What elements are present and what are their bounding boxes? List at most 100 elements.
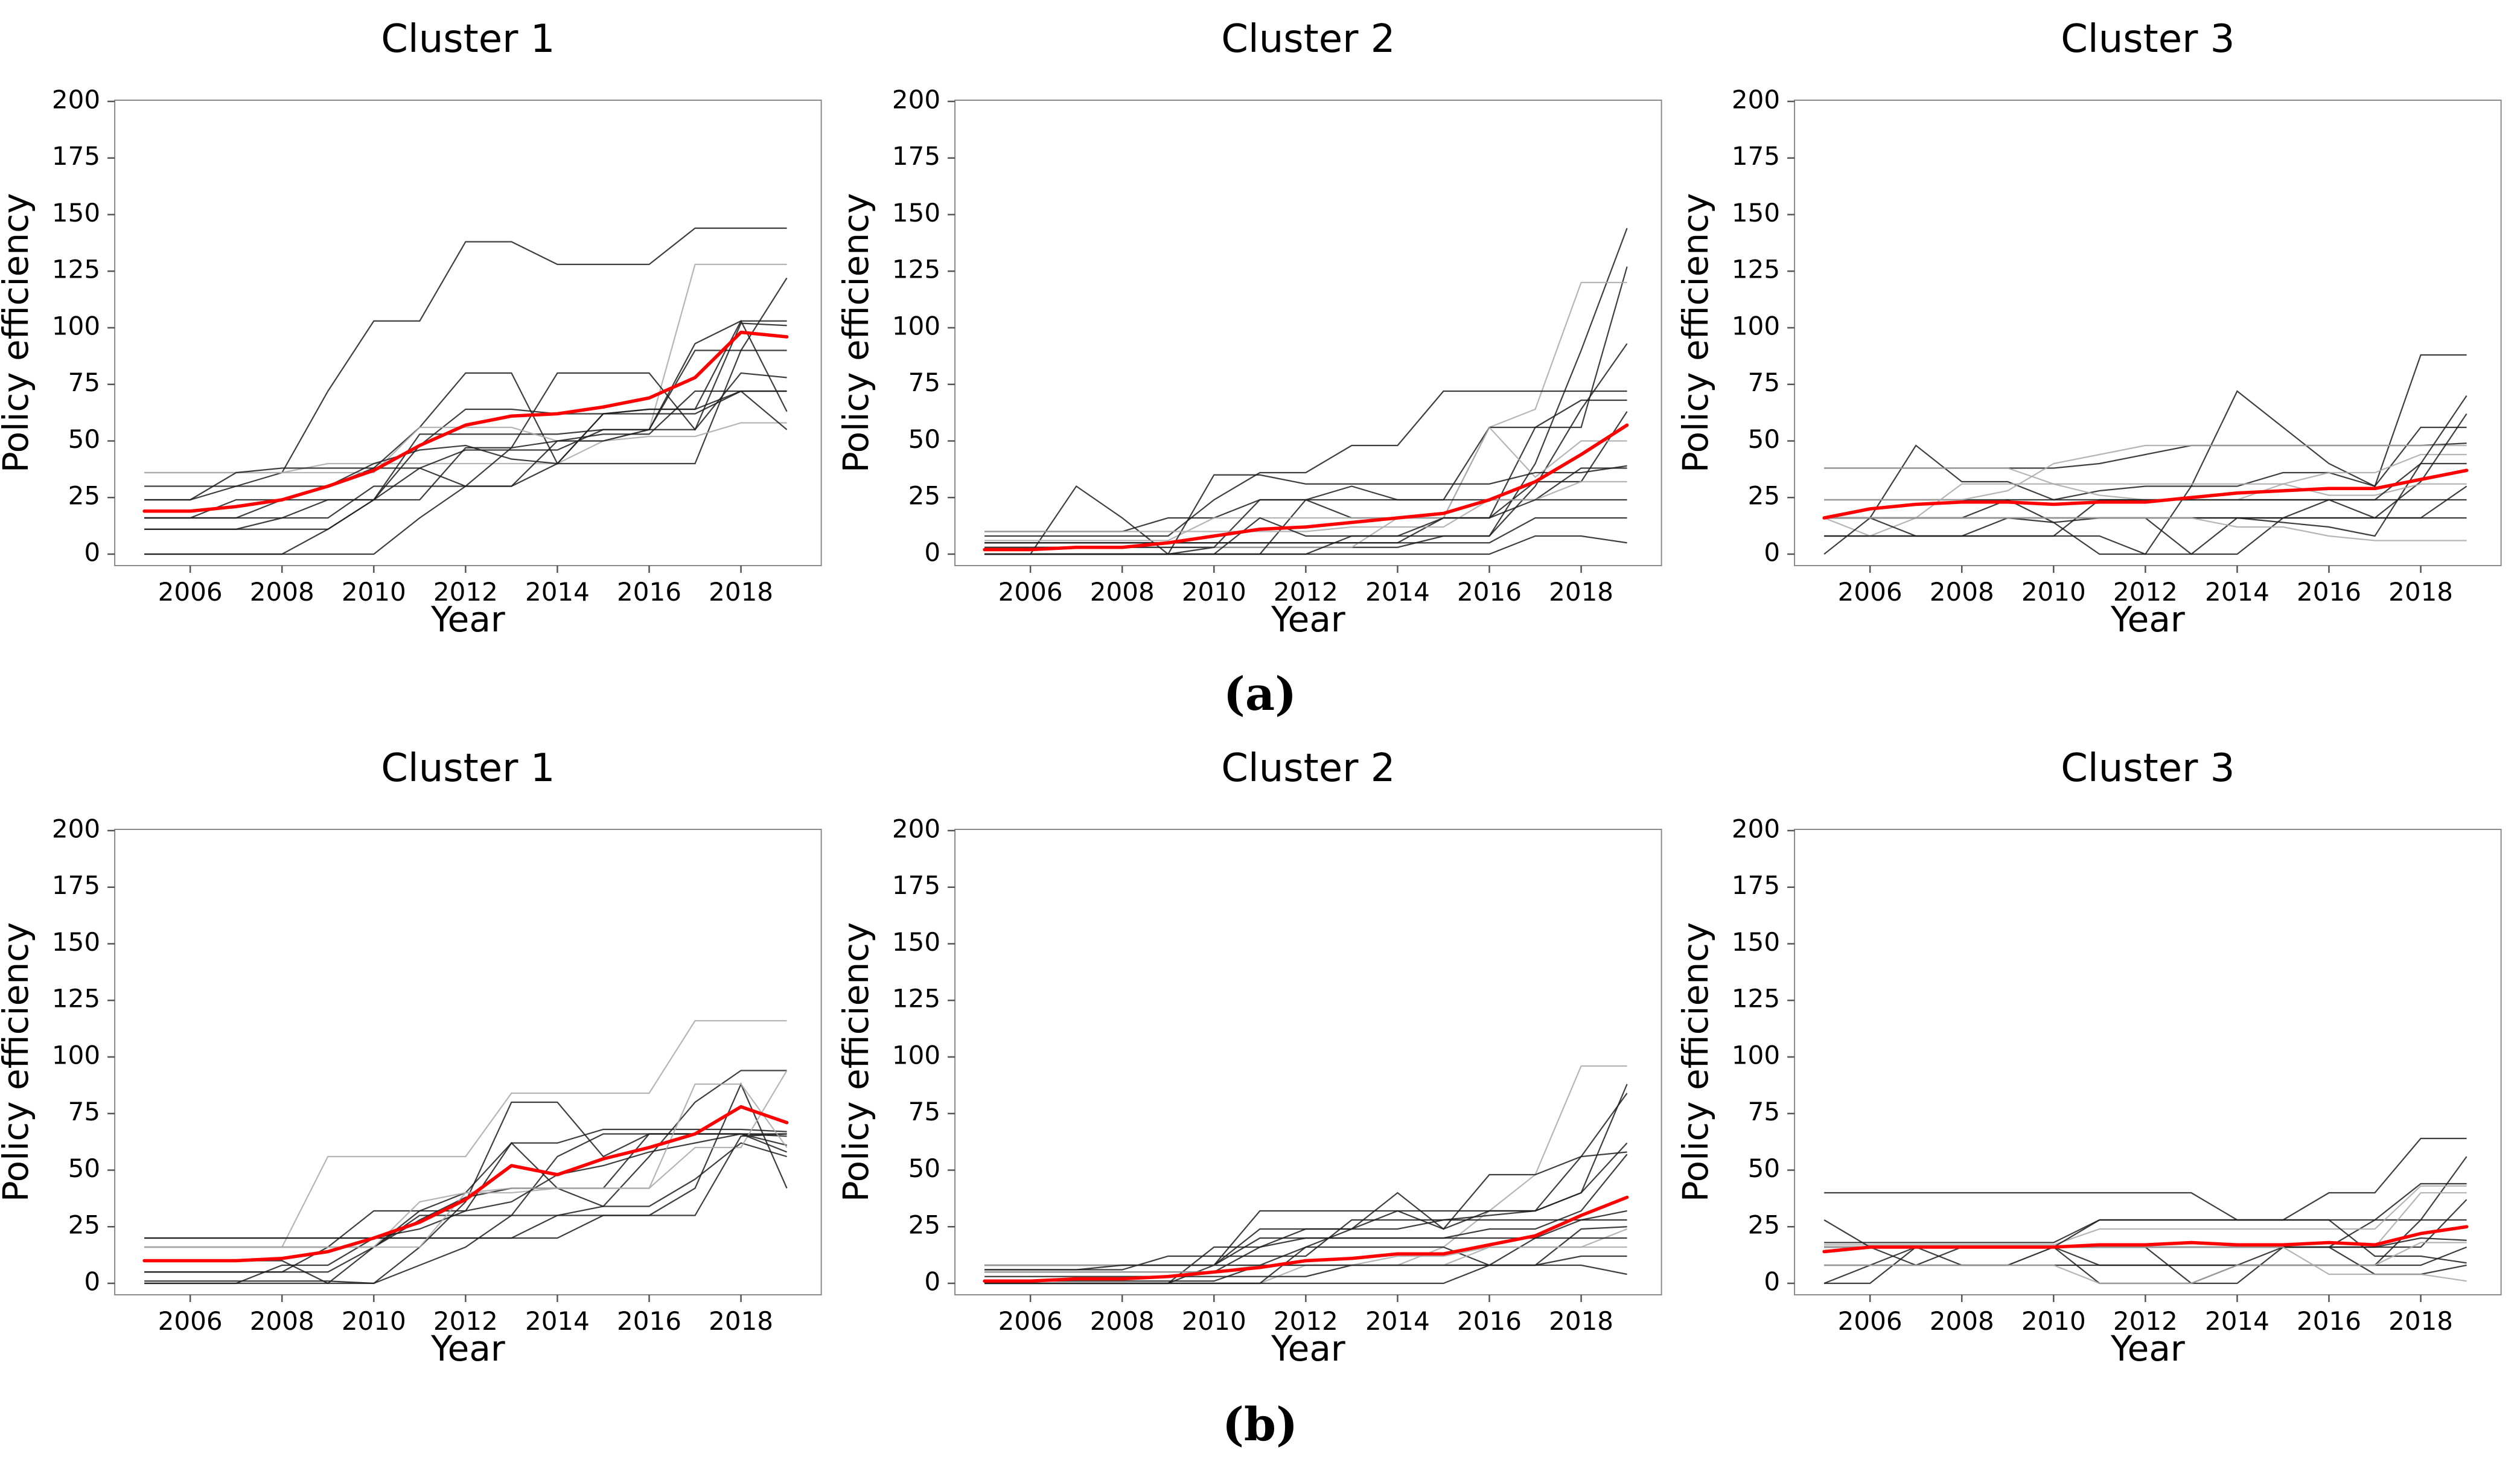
svg-text:150: 150	[892, 927, 940, 957]
svg-text:2006: 2006	[158, 577, 223, 607]
svg-text:150: 150	[52, 198, 100, 228]
panel-label-a: (a)	[1223, 667, 1297, 721]
svg-text:125: 125	[1732, 255, 1780, 284]
svg-text:2016: 2016	[617, 577, 681, 607]
svg-text:100: 100	[1732, 311, 1780, 341]
svg-text:125: 125	[892, 984, 940, 1014]
svg-text:0: 0	[924, 538, 940, 567]
x-axis-label: Year	[2110, 599, 2185, 640]
mean-line	[1822, 468, 2469, 520]
svg-text:0: 0	[1764, 538, 1781, 567]
svg-text:2018: 2018	[1549, 1306, 1613, 1336]
trajectory-line	[144, 372, 787, 487]
trajectory-line	[144, 390, 787, 519]
svg-text:200: 200	[52, 814, 100, 844]
trajectory-line	[1824, 1219, 2467, 1264]
svg-text:125: 125	[52, 255, 100, 284]
trajectory-line	[144, 1070, 788, 1248]
y-axis-label: Policy efficiency	[1680, 922, 1716, 1202]
y-axis-label: Policy efficiency	[0, 922, 36, 1202]
svg-text:125: 125	[1732, 984, 1780, 1014]
svg-text:2018: 2018	[2388, 577, 2453, 607]
svg-text:2016: 2016	[2297, 577, 2361, 607]
svg-text:2014: 2014	[525, 1306, 590, 1336]
svg-text:100: 100	[892, 311, 940, 341]
svg-text:2006: 2006	[998, 577, 1062, 607]
svg-text:2006: 2006	[998, 1306, 1062, 1336]
panel-label-b: (b)	[1222, 1397, 1298, 1451]
svg-text:150: 150	[52, 927, 100, 957]
mean-line	[1822, 1225, 2469, 1254]
subplot-a-cluster-3-canvas: 0 25 50 75 100 125 150 175 200 2006 2008 2010 2012 20…	[1680, 17, 2502, 640]
svg-text:100: 100	[52, 311, 100, 341]
svg-text:25: 25	[68, 1210, 100, 1240]
trajectory-line	[984, 343, 1628, 555]
svg-text:2008: 2008	[1930, 1306, 1994, 1336]
svg-text:25: 25	[1748, 481, 1780, 511]
subplot-title: Cluster 2	[1221, 17, 1395, 62]
y-axis-label: Policy efficiency	[840, 922, 876, 1202]
svg-text:2008: 2008	[1930, 577, 1994, 607]
svg-text:2012: 2012	[433, 1306, 498, 1336]
y-axis-label: Policy efficiency	[1680, 193, 1716, 473]
subplot-a-cluster-2: 0 25 50 75 100 125 150 175 200 2006 2008 2010 2012 20…	[840, 0, 1680, 664]
svg-text:50: 50	[1748, 424, 1780, 454]
svg-text:100: 100	[892, 1041, 940, 1070]
trajectory-line	[984, 1093, 1628, 1285]
trajectory-line	[984, 1237, 1627, 1277]
svg-text:50: 50	[908, 424, 940, 454]
x-axis-label: Year	[1271, 1328, 1345, 1369]
trajectory-line	[1824, 1156, 2467, 1248]
svg-text:2016: 2016	[1457, 577, 1522, 607]
svg-text:2018: 2018	[709, 577, 773, 607]
svg-text:75: 75	[68, 1097, 100, 1126]
trajectory-line	[144, 320, 788, 555]
trajectory-line	[984, 390, 1627, 537]
svg-text:2008: 2008	[1089, 577, 1154, 607]
trajectory-line	[144, 1133, 787, 1273]
svg-text:2012: 2012	[1274, 1306, 1338, 1336]
subplot-title: Cluster 3	[2061, 17, 2235, 62]
svg-text:125: 125	[52, 984, 100, 1014]
svg-text:150: 150	[1732, 927, 1780, 957]
svg-text:75: 75	[1748, 1097, 1780, 1126]
mean-line	[983, 423, 1629, 552]
svg-text:25: 25	[908, 1210, 940, 1240]
trajectory-line	[144, 1133, 787, 1273]
svg-text:200: 200	[1732, 814, 1780, 844]
svg-text:2008: 2008	[1089, 1306, 1154, 1336]
trajectory-line	[1824, 467, 2467, 496]
svg-text:2016: 2016	[1457, 1306, 1522, 1336]
svg-text:175: 175	[892, 870, 940, 900]
trajectory-line	[1824, 1242, 2467, 1285]
trajectory-line	[1824, 1246, 2467, 1266]
subplot-title: Cluster 1	[381, 17, 555, 62]
trajectory-line	[1824, 1185, 2467, 1246]
svg-text:2018: 2018	[1549, 577, 1613, 607]
trajectory-line	[144, 1083, 788, 1248]
trajectory-line	[984, 517, 1627, 544]
subplot-title: Cluster 3	[2061, 746, 2235, 791]
trajectory-line	[1823, 395, 2467, 555]
svg-text:50: 50	[68, 424, 100, 454]
trajectory-line	[984, 1151, 1627, 1273]
svg-text:100: 100	[52, 1041, 100, 1070]
trajectory-line	[144, 1142, 787, 1285]
trajectory-line	[1824, 1137, 2467, 1221]
svg-text:2012: 2012	[2113, 1306, 2178, 1336]
trajectory-line	[1824, 442, 2467, 469]
subplot-b-cluster-3: 0 25 50 75 100 125 150 175 200 2006 2008 2010 2012 20…	[1680, 729, 2520, 1393]
svg-text:2014: 2014	[2205, 1306, 2270, 1336]
svg-text:2012: 2012	[433, 577, 498, 607]
svg-text:25: 25	[68, 481, 100, 511]
svg-text:2006: 2006	[1838, 577, 1903, 607]
svg-text:175: 175	[52, 870, 100, 900]
svg-text:0: 0	[924, 1267, 940, 1297]
y-axis-label: Policy efficiency	[840, 193, 876, 473]
svg-text:150: 150	[1732, 198, 1780, 228]
trajectory-line	[144, 277, 788, 519]
trajectory-line	[1824, 354, 2467, 519]
svg-text:50: 50	[68, 1154, 100, 1183]
svg-text:2016: 2016	[617, 1306, 681, 1336]
